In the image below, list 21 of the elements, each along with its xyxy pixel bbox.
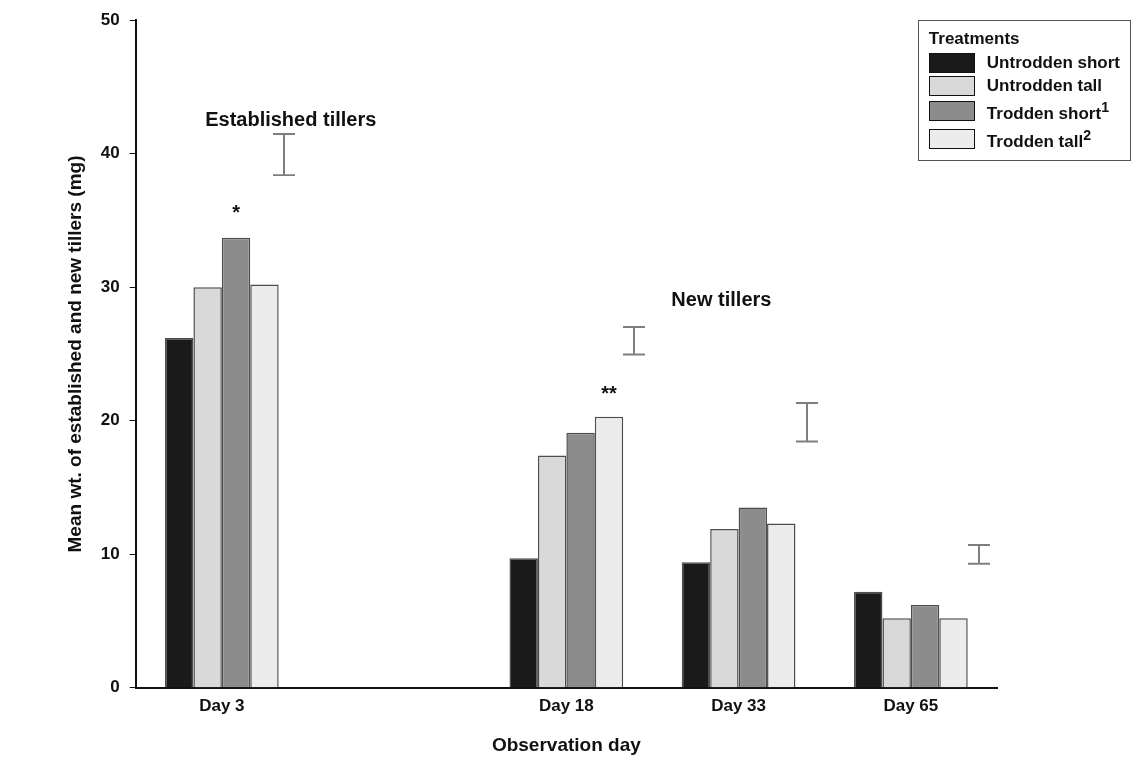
y-axis-title: Mean wt. of established and new tillers (mg) (63, 155, 85, 553)
legend-label: Untrodden tall (986, 76, 1103, 96)
x-tick-label: Day 3 (199, 695, 245, 715)
y-tick-label: 20 (100, 410, 120, 430)
annotation: Established tillers (205, 107, 377, 130)
x-axis-title: Observation day (491, 733, 642, 755)
annotation: * (232, 201, 241, 224)
y-tick-label: 30 (100, 276, 120, 296)
annotation: ** (601, 381, 617, 404)
annotation: New tillers (671, 288, 772, 311)
x-tick-label: Day 65 (883, 695, 939, 715)
y-tick-label: 10 (100, 543, 120, 563)
y-tick-label: 40 (100, 143, 120, 163)
legend-title: Treatments (928, 29, 1021, 49)
y-tick-label: 0 (110, 677, 120, 697)
x-tick-label: Day 18 (538, 695, 594, 715)
legend-label: Trodden tall$^{2}$ (986, 126, 1092, 152)
legend-label: Untrodden short (986, 53, 1120, 73)
legend-label: Trodden short$^{1}$ (986, 99, 1109, 124)
y-tick-label: 50 (100, 9, 120, 29)
x-tick-label: Day 33 (711, 695, 767, 715)
